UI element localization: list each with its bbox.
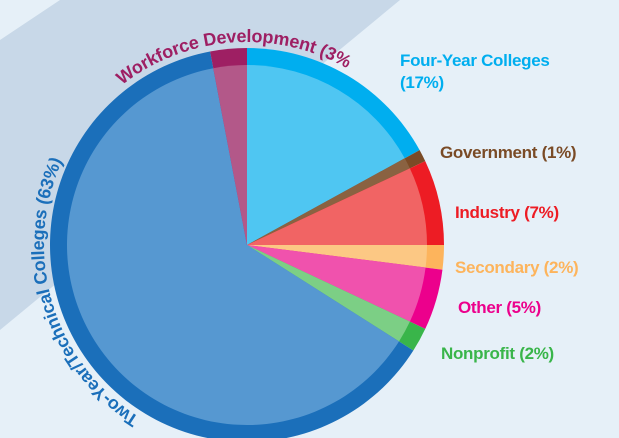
category-label: Four-Year Colleges <box>400 51 550 70</box>
slice-label: Secondary (2%) <box>455 257 619 279</box>
slice-label: Government (1%) <box>440 142 619 164</box>
category-label: Other <box>458 298 502 317</box>
category-label: Government <box>440 143 538 162</box>
value-label: (7%) <box>524 203 559 222</box>
value-label: (2%) <box>519 344 554 363</box>
pie-slice-inner <box>247 168 427 245</box>
pie-slice-inner <box>247 245 427 268</box>
slice-label: Nonprofit (2%) <box>441 343 619 365</box>
value-label: (1%) <box>541 143 577 162</box>
slice-label: Industry (7%) <box>455 202 615 224</box>
value-label: (2%) <box>543 258 579 277</box>
pie-slice-inner <box>247 65 405 245</box>
pie-slice-inner <box>247 245 426 322</box>
category-label: Secondary <box>455 258 540 277</box>
value-label: (17%) <box>400 73 444 92</box>
pie-slice-inner <box>67 68 399 426</box>
slice-label: Four-Year Colleges (17%) <box>400 50 570 94</box>
category-label: Nonprofit <box>441 344 515 363</box>
slice-label: Other (5%) <box>458 297 618 319</box>
category-label: Industry <box>455 203 520 222</box>
pie-slice-inner <box>213 65 247 245</box>
pie-slice-inner <box>247 245 410 342</box>
pie-slice-inner <box>247 158 410 245</box>
value-label: (5%) <box>506 298 541 317</box>
